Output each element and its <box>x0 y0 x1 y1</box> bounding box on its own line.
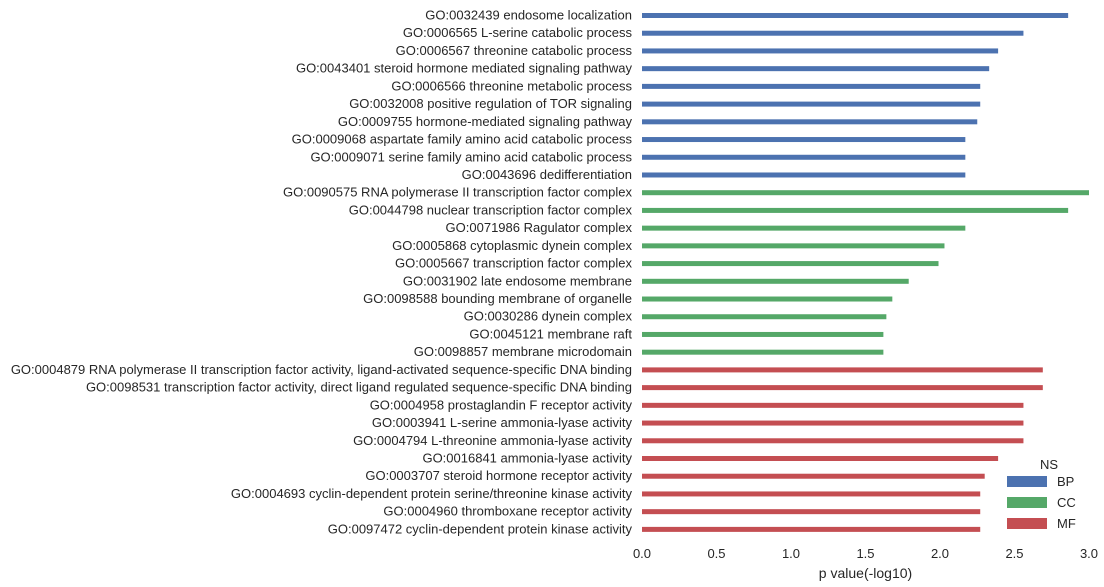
bar-15 <box>642 261 939 267</box>
x-tick-label-3: 1.0 <box>782 546 800 561</box>
legend-swatch-bp <box>1007 476 1047 487</box>
bar-11 <box>642 190 1089 196</box>
bar-4 <box>642 66 990 72</box>
category-label-16: GO:0031902 late endosome membrane <box>403 273 632 288</box>
bar-13 <box>642 225 966 231</box>
x-tick-label-6: 2.5 <box>1005 546 1023 561</box>
category-label-17: GO:0098588 bounding membrane of organell… <box>363 291 632 306</box>
category-label-8: GO:0009068 aspartate family amino acid c… <box>292 132 633 147</box>
bar-24 <box>642 420 1024 426</box>
legend-label-bp: BP <box>1057 474 1074 489</box>
bar-8 <box>642 137 966 143</box>
bar-10 <box>642 172 966 178</box>
bar-26 <box>642 456 999 461</box>
category-label-22: GO:0098531 transcription factor activity… <box>86 380 632 395</box>
bar-27 <box>642 473 985 479</box>
category-label-6: GO:0032008 positive regulation of TOR si… <box>349 96 632 111</box>
bar-30 <box>642 526 981 532</box>
category-label-4: GO:0043401 steroid hormone mediated sign… <box>296 61 633 76</box>
bars-group <box>642 13 1089 532</box>
bar-22 <box>642 385 1043 391</box>
x-tick-label-7: 3.0 <box>1080 546 1098 561</box>
x-tick-label-5: 2.0 <box>931 546 949 561</box>
bar-6 <box>642 101 981 107</box>
legend-items: BP CC MF <box>1007 474 1076 531</box>
category-label-9: GO:0009071 serine family amino acid cata… <box>310 149 632 164</box>
bar-9 <box>642 154 966 160</box>
category-label-15: GO:0005667 transcription factor complex <box>395 256 633 271</box>
category-label-1: GO:0032439 endosome localization <box>425 8 632 23</box>
category-label-20: GO:0098857 membrane microdomain <box>414 344 632 359</box>
x-axis-title: p value(-log10) <box>819 565 912 581</box>
category-label-29: GO:0004960 thromboxane receptor activity <box>383 504 632 519</box>
category-label-26: GO:0016841 ammonia-lyase activity <box>422 451 632 466</box>
category-label-18: GO:0030286 dynein complex <box>464 309 633 324</box>
legend-label-mf: MF <box>1057 516 1076 531</box>
bar-5 <box>642 83 981 89</box>
bar-3 <box>642 48 999 54</box>
legend: NS BP CC MF <box>1007 457 1076 531</box>
legend-swatch-mf <box>1007 518 1047 529</box>
legend-label-cc: CC <box>1057 495 1076 510</box>
category-label-14: GO:0005868 cytoplasmic dynein complex <box>392 238 632 253</box>
legend-swatch-cc <box>1007 497 1047 508</box>
bar-20 <box>642 349 884 355</box>
bar-18 <box>642 314 887 320</box>
category-labels: GO:0032439 endosome localization GO:00065… <box>11 8 633 537</box>
bar-23 <box>642 402 1024 408</box>
bar-21 <box>642 367 1043 373</box>
category-label-19: GO:0045121 membrane raft <box>469 326 632 341</box>
x-tick-label-2: 0.5 <box>707 546 725 561</box>
category-label-10: GO:0043696 dedifferentiation <box>462 167 632 182</box>
category-label-13: GO:0071986 Ragulator complex <box>446 220 633 235</box>
bar-7 <box>642 119 978 125</box>
bar-2 <box>642 30 1024 36</box>
bar-14 <box>642 243 945 249</box>
category-label-24: GO:0003941 L-serine ammonia-lyase activi… <box>372 415 633 430</box>
bar-12 <box>642 207 1069 213</box>
category-label-27: GO:0003707 steroid hormone receptor acti… <box>365 468 632 483</box>
bar-1 <box>642 13 1069 18</box>
bar-17 <box>642 296 893 302</box>
category-label-2: GO:0006565 L-serine catabolic process <box>403 25 633 40</box>
category-label-28: GO:0004693 cyclin-dependent protein seri… <box>231 486 633 501</box>
bar-19 <box>642 331 884 337</box>
bar-29 <box>642 509 981 515</box>
category-label-21: GO:0004879 RNA polymerase II transcripti… <box>11 362 632 377</box>
category-label-25: GO:0004794 L-threonine ammonia-lyase act… <box>353 433 632 448</box>
x-axis-ticks: 0.0 0.5 1.0 1.5 2.0 2.5 3.0 <box>633 546 1098 561</box>
x-tick-label-1: 0.0 <box>633 546 651 561</box>
bar-28 <box>642 491 981 497</box>
x-tick-label-4: 1.5 <box>856 546 874 561</box>
category-label-23: GO:0004958 prostaglandin F receptor acti… <box>370 397 633 412</box>
category-label-11: GO:0090575 RNA polymerase II transcripti… <box>283 185 632 200</box>
category-label-30: GO:0097472 cyclin-dependent protein kina… <box>328 521 633 536</box>
bar-25 <box>642 438 1024 444</box>
category-label-7: GO:0009755 hormone-mediated signaling pa… <box>338 114 633 129</box>
category-label-5: GO:0006566 threonine metabolic process <box>391 78 632 93</box>
category-label-3: GO:0006567 threonine catabolic process <box>396 43 633 58</box>
category-label-12: GO:0044798 nuclear transcription factor … <box>349 202 633 217</box>
bar-16 <box>642 278 909 284</box>
legend-title: NS <box>1040 457 1058 472</box>
